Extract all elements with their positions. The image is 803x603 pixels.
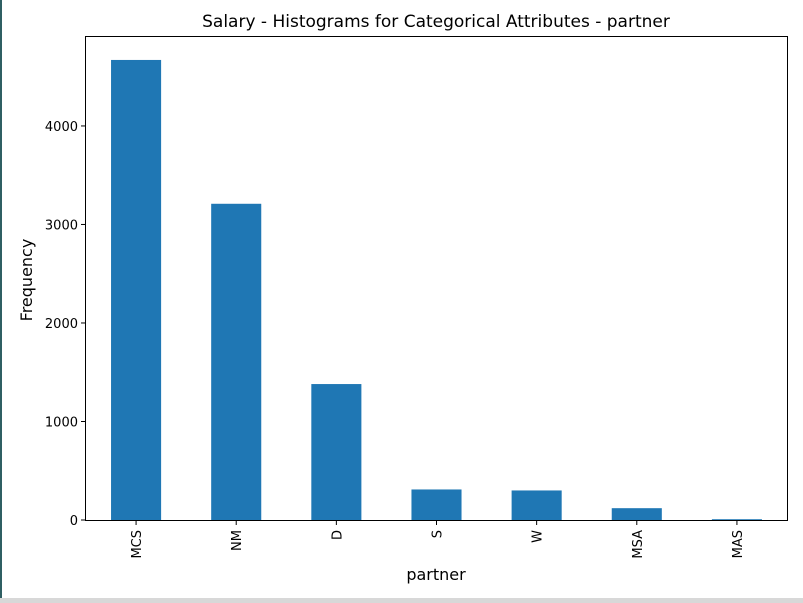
- plot-frame: [85, 36, 788, 521]
- bar-mcs: [111, 59, 162, 520]
- bar-mas: [711, 519, 762, 520]
- y-tick-label: 3000: [45, 218, 78, 233]
- y-tick-label: 1000: [45, 415, 78, 430]
- x-tick-label: D: [330, 530, 345, 540]
- y-tick-label: 4000: [45, 120, 78, 135]
- x-tick-label: MSA: [631, 530, 646, 559]
- x-tick-label: MCS: [130, 530, 145, 559]
- x-axis: MCS NM D S W MSA MAS: [130, 520, 746, 559]
- bar-d: [311, 384, 362, 520]
- x-tick-label: MAS: [731, 530, 746, 558]
- y-axis-label: Frequency: [17, 239, 36, 322]
- bar-nm: [211, 203, 262, 520]
- window-bottom-edge: [0, 598, 803, 603]
- window-left-edge: [0, 0, 2, 603]
- bar-w: [511, 490, 562, 520]
- y-tick-label: 0: [70, 514, 78, 529]
- bars-layer: [111, 59, 762, 520]
- x-tick-label: W: [531, 530, 546, 543]
- y-axis: 0 1000 2000 3000 4000: [45, 120, 86, 529]
- x-tick-label: NM: [230, 530, 245, 551]
- y-tick-label: 2000: [45, 317, 78, 332]
- bar-s: [411, 489, 462, 520]
- x-axis-label: partner: [406, 565, 466, 584]
- bar-msa: [611, 508, 662, 520]
- chart-title: Salary - Histograms for Categorical Attr…: [202, 12, 670, 32]
- x-tick-label: S: [431, 530, 446, 538]
